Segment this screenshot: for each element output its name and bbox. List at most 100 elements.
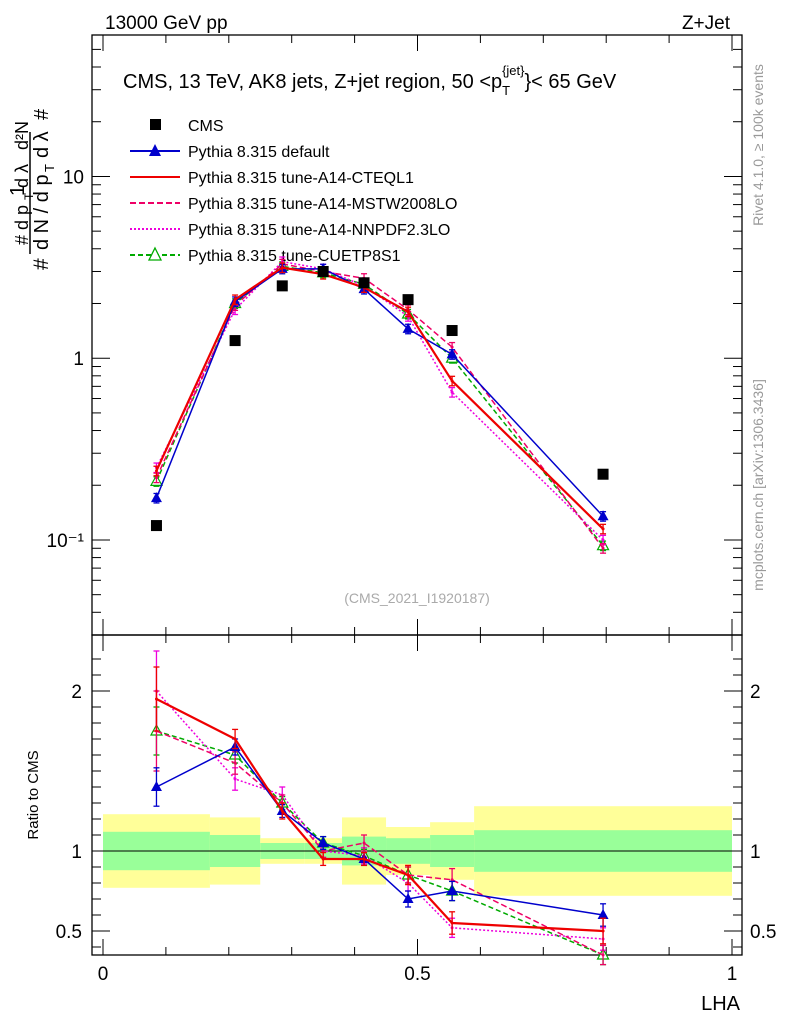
main-panel: 10⁻¹ 1 10 CMS, 13 TeV, AK8 jets, Z+jet regi…: [47, 34, 743, 955]
legend-label: Pythia 8.315 tune-A14-MSTW2008LO: [188, 196, 457, 213]
svg-text:d λ: d λ: [31, 131, 53, 158]
series-point: [154, 476, 158, 480]
ratio-y-tick-label: 0.5: [56, 922, 82, 943]
data-point-cms: [150, 520, 162, 532]
ratio-y-tick-label-right: 2: [750, 682, 761, 703]
series-point: [450, 379, 454, 383]
series-line: [155, 260, 604, 541]
series-line: [156, 730, 604, 956]
x-tick-label: 0: [98, 964, 109, 985]
legend-marker: [149, 144, 161, 156]
series-point: [446, 885, 458, 895]
series-point: [321, 857, 325, 861]
x-tick-label: 0.5: [404, 964, 430, 985]
legend-marker-cms: [150, 119, 161, 130]
series-point: [450, 345, 454, 349]
analysis-id: (CMS_2021_I1920187): [344, 590, 490, 606]
series-point: [446, 348, 458, 359]
ratio-y-tick-label-right: 1: [750, 842, 761, 863]
side-label-rivet: Rivet 4.1.0, ≥ 100k events: [750, 64, 766, 226]
series-point: [362, 841, 366, 845]
legend-marker: [147, 246, 163, 261]
svg-text:d λ: d λ: [12, 164, 32, 188]
ratio-y-tick-label: 2: [71, 682, 82, 703]
series-point: [233, 761, 237, 765]
svg-text:#: #: [30, 258, 53, 270]
chart-title: CMS, 13 TeV, AK8 jets, Z+jet region, 50 …: [123, 63, 617, 98]
svg-text:#: #: [31, 108, 53, 120]
main-y-axis-label: # d N / d p T d λ 1 #: [7, 108, 57, 270]
series-point: [601, 538, 605, 542]
data-point-cms: [358, 277, 370, 289]
series-point: [601, 527, 605, 531]
series-point: [321, 849, 325, 853]
data-point-cms: [446, 325, 458, 337]
svg-text:T: T: [22, 192, 36, 200]
series-point: [317, 837, 329, 847]
series-point: [450, 921, 454, 925]
main-y-tick-label: 1: [73, 349, 84, 370]
series-point: [280, 266, 284, 270]
series-line: [156, 746, 604, 916]
data-point-cms: [317, 265, 329, 277]
series-point: [154, 469, 158, 473]
series-point: [150, 492, 162, 503]
legend-label: Pythia 8.315 tune-CUETP8S1: [188, 248, 401, 265]
main-y-tick-label: 10: [63, 167, 84, 188]
series-point: [233, 777, 237, 781]
ratio-y-tick-label-right: 0.5: [750, 922, 776, 943]
svg-text:Rivet 4.1.0, ≥ 100k events: Rivet 4.1.0, ≥ 100k events: [750, 64, 766, 226]
legend-label: Pythia 8.315 default: [188, 144, 330, 161]
svg-text:d N / d p: d N / d p: [31, 174, 53, 250]
legend-label: CMS: [188, 118, 224, 135]
legend-label: Pythia 8.315 tune-A14-CTEQL1: [188, 170, 414, 187]
series-line: [155, 698, 604, 933]
data-point-cms: [276, 280, 288, 292]
svg-text:d p: d p: [12, 205, 32, 230]
series-point: [450, 390, 454, 394]
process-label: Z+Jet: [682, 13, 731, 34]
ratio-y-axis-label: Ratio to CMS: [25, 750, 42, 839]
ratio-panel: 0 0.5 1 0.5 0.5 1 1 2 2: [56, 634, 776, 985]
data-point-cms: [229, 335, 241, 347]
series-point: [233, 298, 237, 302]
series-point: [402, 893, 414, 903]
series-point: [601, 953, 605, 957]
x-tick-label: 1: [727, 964, 738, 985]
x-axis-label: LHA: [701, 993, 741, 1015]
energy-label: 13000 GeV pp: [105, 13, 228, 34]
svg-text:d²N: d²N: [12, 121, 32, 150]
series-point: [597, 909, 609, 919]
legend-label: Pythia 8.315 tune-A14-NNPDF2.3LO: [188, 222, 450, 239]
series-line: [155, 268, 604, 517]
series-line: [156, 730, 604, 956]
series-point: [406, 310, 410, 314]
series-point: [402, 322, 414, 333]
series-point: [450, 878, 454, 882]
svg-text:1: 1: [7, 185, 29, 196]
svg-text:#: #: [12, 235, 32, 245]
series-point: [406, 873, 410, 877]
svg-text:T: T: [42, 164, 57, 172]
series-line: [155, 690, 604, 940]
series-point: [601, 546, 605, 550]
series-line: [155, 266, 604, 530]
series-point: [597, 510, 609, 521]
svg-text:mcplots.cern.ch [arXiv:1306.34: mcplots.cern.ch [arXiv:1306.3436]: [750, 379, 766, 591]
series-line: [155, 265, 604, 547]
series-point: [280, 809, 284, 813]
ratio-y-tick-label: 1: [71, 842, 82, 863]
series-line: [155, 263, 604, 549]
series-point: [362, 857, 366, 861]
series-point: [601, 929, 605, 933]
side-label-mcplots: mcplots.cern.ch [arXiv:1306.3436]: [750, 379, 766, 591]
main-y-tick-label: 10⁻¹: [47, 531, 85, 552]
data-point-cms: [597, 468, 609, 480]
ratio-frame: [91, 634, 743, 956]
series-point: [154, 697, 158, 701]
series-point: [233, 737, 237, 741]
data-point-cms: [402, 294, 414, 306]
main-y-axis-label-numerator: # d p T d λ d²N: [12, 121, 36, 245]
series-point: [150, 781, 162, 791]
